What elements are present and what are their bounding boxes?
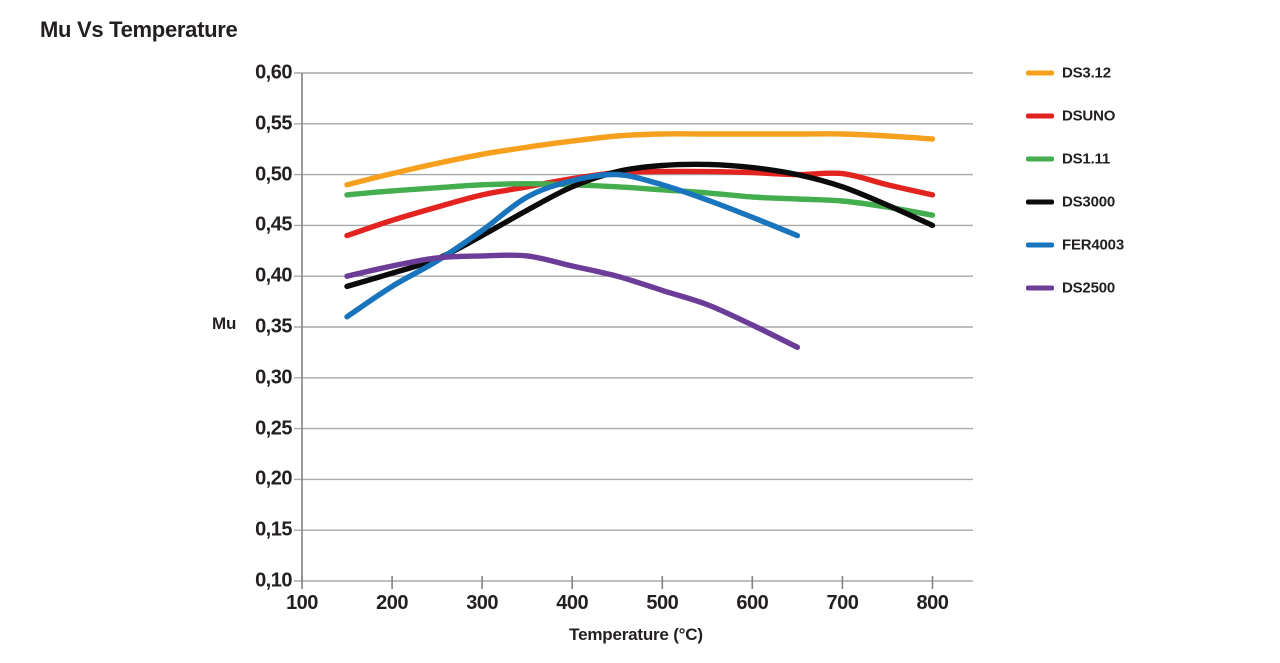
- x-axis-label: Temperature (°C): [0, 625, 1280, 645]
- series-line-ds3.12: [344, 131, 936, 188]
- legend-label: DS1.11: [1062, 150, 1111, 168]
- legend-item-ds1.11: DS1.11: [1026, 151, 1110, 168]
- legend-label: DS3000: [1062, 193, 1116, 211]
- legend-item-ds3000: DS3000: [1026, 194, 1115, 211]
- legend-swatch-dsuno: [1026, 113, 1054, 119]
- series-line-ds1.11: [344, 181, 936, 218]
- x-tick-label: 800: [916, 592, 949, 614]
- x-tick-label: 300: [466, 592, 499, 614]
- x-tick-label: 400: [556, 592, 589, 614]
- y-tick-label: 0,60: [255, 61, 292, 84]
- y-tick-label: 0,10: [255, 569, 292, 592]
- x-tick-label: 700: [826, 592, 859, 614]
- series-line-ds2500: [344, 252, 801, 350]
- legend-swatch-fer4003: [1026, 242, 1054, 248]
- legend-swatch-ds2500: [1026, 285, 1054, 291]
- series-line-fer4003: [344, 171, 801, 320]
- legend-item-fer4003: FER4003: [1026, 237, 1124, 254]
- y-tick-label: 0,45: [255, 213, 292, 236]
- legend-label: FER4003: [1062, 236, 1124, 254]
- legend-label: DSUNO: [1062, 107, 1116, 125]
- legend-item-ds2500: DS2500: [1026, 280, 1115, 297]
- y-tick-label: 0,20: [255, 467, 292, 490]
- legend-swatch-ds1.11: [1026, 156, 1054, 162]
- chart-title: Mu Vs Temperature: [40, 17, 238, 42]
- y-tick-label: 0,15: [255, 518, 292, 541]
- legend-swatch-ds3000: [1026, 199, 1054, 205]
- y-axis-label: Mu: [212, 314, 237, 333]
- x-tick-label: 600: [736, 592, 769, 614]
- legend-label: DS2500: [1062, 279, 1116, 297]
- x-tick-label: 100: [286, 592, 318, 614]
- x-axis-label-text: Temperature (°C): [569, 625, 703, 644]
- legend-item-dsuno: DSUNO: [1026, 108, 1115, 125]
- x-tick-label: 500: [646, 592, 679, 614]
- y-tick-label: 0,50: [255, 163, 292, 186]
- series-line-dsuno: [344, 168, 936, 239]
- legend-label: DS3.12: [1062, 64, 1111, 82]
- legend-item-ds3.12: DS3.12: [1026, 65, 1111, 82]
- y-tick-label: 0,55: [255, 112, 292, 135]
- y-tick-label: 0,25: [255, 417, 292, 440]
- y-tick-label: 0,30: [255, 366, 292, 389]
- y-tick-label: 0,35: [255, 315, 292, 338]
- x-tick-label: 200: [376, 592, 408, 614]
- y-tick-label: 0,40: [255, 264, 292, 287]
- legend-swatch-ds3.12: [1026, 70, 1054, 76]
